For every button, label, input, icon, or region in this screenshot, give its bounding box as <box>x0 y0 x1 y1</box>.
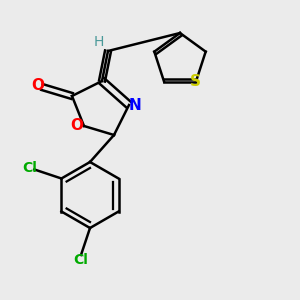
Text: Cl: Cl <box>22 161 38 175</box>
Text: S: S <box>190 74 201 89</box>
Text: O: O <box>31 78 44 93</box>
Text: N: N <box>129 98 141 112</box>
Text: H: H <box>94 35 104 49</box>
Text: O: O <box>70 118 83 134</box>
Text: Cl: Cl <box>74 253 88 266</box>
